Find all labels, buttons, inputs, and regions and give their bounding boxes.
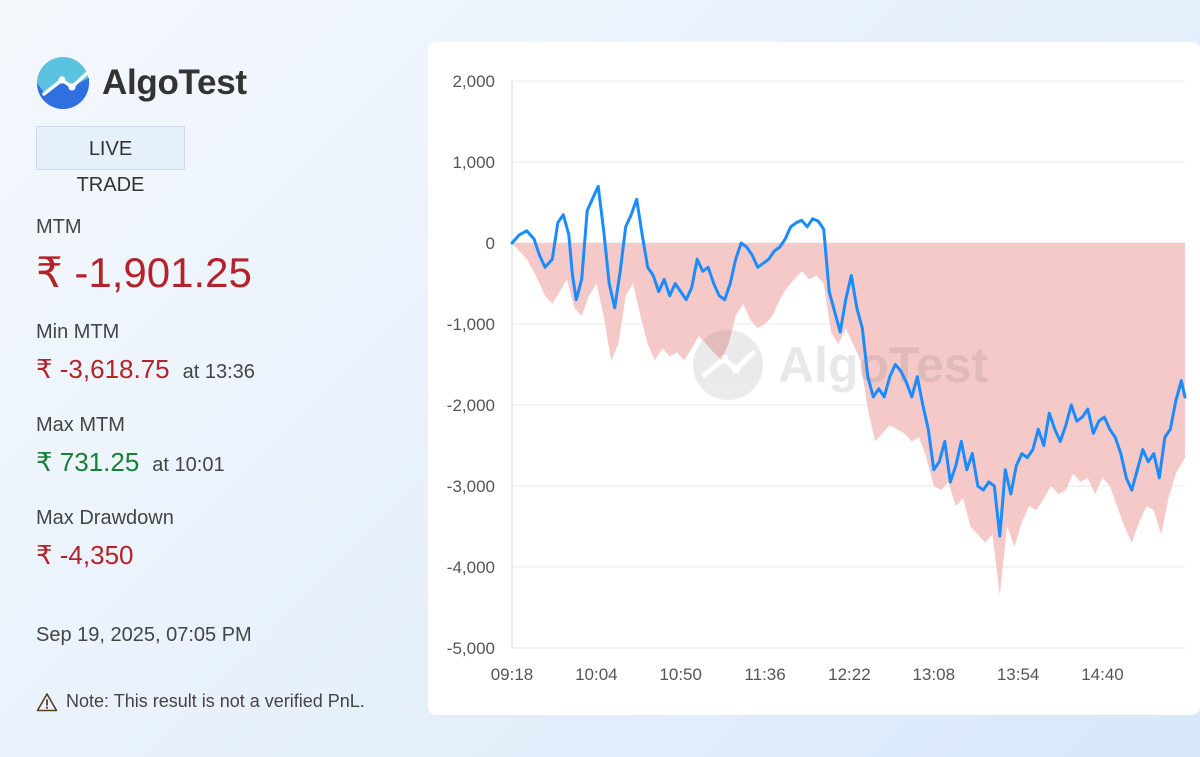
y-tick-label: -4,000	[447, 558, 495, 577]
live-badge: LIVE	[36, 126, 185, 170]
max-drawdown-label: Max Drawdown	[36, 507, 174, 529]
x-axis: 09:18 10:04 10:50 11:36 12:22 13:08 13:54 14:40	[491, 665, 1124, 684]
algotest-logo-icon	[37, 57, 89, 109]
max-mtm-value: ₹ 731.25	[36, 447, 140, 477]
warning-icon	[36, 692, 58, 711]
mtm-label: MTM	[36, 216, 82, 238]
note-text: Note: This result is not a verified PnL.	[66, 691, 365, 711]
x-tick-label: 10:50	[659, 665, 702, 684]
watermark-text: AlgoTest	[778, 337, 989, 393]
x-tick-label: 11:36	[744, 665, 785, 684]
max-mtm-label: Max MTM	[36, 414, 125, 436]
drawdown-area	[512, 243, 1185, 596]
min-mtm-row: ₹ -3,618.75 at 13:36	[36, 354, 255, 385]
y-tick-label: 2,000	[452, 72, 495, 91]
y-axis: 2,000 1,000 0 -1,000 -2,000 -3,000 -4,000 -5,00…	[447, 72, 495, 658]
y-tick-label: -3,000	[447, 477, 495, 496]
brand-name: AlgoTest	[102, 63, 247, 102]
y-tick-label: 1,000	[452, 153, 495, 172]
y-tick-label: -5,000	[447, 639, 495, 658]
x-tick-label: 13:08	[912, 665, 955, 684]
x-tick-label: 10:04	[575, 665, 618, 684]
min-mtm-time: at 13:36	[182, 361, 255, 383]
mtm-chart-card: AlgoTest 2,000 1,000 0 -1,000 -2,000 -3,000 -4…	[428, 42, 1200, 715]
brand: AlgoTest	[36, 56, 247, 110]
x-tick-label: 14:40	[1081, 665, 1124, 684]
min-mtm-label: Min MTM	[36, 321, 120, 343]
mtm-value: ₹ -1,901.25	[36, 249, 252, 296]
max-mtm-time: at 10:01	[152, 454, 225, 476]
mtm-chart: AlgoTest 2,000 1,000 0 -1,000 -2,000 -3,000 -4…	[447, 72, 1187, 684]
disclaimer-note: Note: This result is not a verified PnL.	[36, 691, 365, 712]
max-drawdown-value: ₹ -4,350	[36, 540, 134, 570]
trade-label: TRADE	[76, 174, 145, 196]
chart-watermark: AlgoTest	[693, 330, 989, 400]
max-drawdown-row: ₹ -4,350	[36, 540, 134, 571]
y-tick-label: -1,000	[447, 315, 495, 334]
summary-panel: AlgoTest LIVE TRADE MTM ₹ -1,901.25 Min …	[36, 0, 416, 757]
x-tick-label: 12:22	[828, 665, 871, 684]
x-tick-label: 13:54	[997, 665, 1040, 684]
report-timestamp: Sep 19, 2025, 07:05 PM	[36, 624, 252, 646]
max-mtm-row: ₹ 731.25 at 10:01	[36, 447, 225, 478]
y-tick-label: 0	[486, 234, 495, 253]
x-tick-label: 09:18	[491, 665, 534, 684]
min-mtm-value: ₹ -3,618.75	[36, 354, 170, 384]
y-tick-label: -2,000	[447, 396, 495, 415]
mtm-series-line	[510, 184, 1187, 538]
